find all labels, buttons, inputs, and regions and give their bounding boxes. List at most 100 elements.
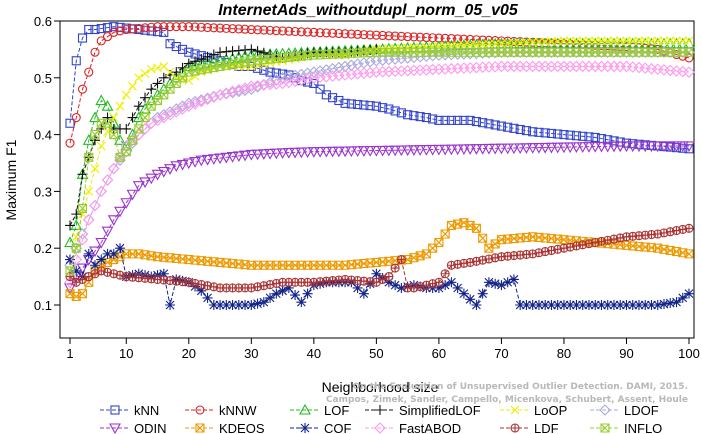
data-point bbox=[527, 300, 538, 310]
data-point bbox=[671, 297, 682, 308]
data-point bbox=[552, 300, 563, 310]
data-point bbox=[133, 101, 144, 112]
data-point bbox=[265, 292, 276, 303]
data-point bbox=[321, 90, 331, 100]
data-point bbox=[253, 25, 263, 35]
data-point bbox=[239, 150, 252, 162]
data-point bbox=[77, 203, 88, 213]
data-point bbox=[265, 25, 275, 35]
data-point bbox=[391, 264, 400, 273]
data-point bbox=[521, 300, 532, 310]
data-point bbox=[396, 31, 406, 41]
data-point bbox=[71, 113, 81, 123]
data-point bbox=[490, 278, 501, 289]
data-point bbox=[457, 144, 470, 156]
data-point bbox=[189, 157, 201, 168]
data-point bbox=[227, 300, 238, 310]
data-point bbox=[90, 24, 100, 35]
data-point bbox=[359, 100, 369, 110]
x-tick-label: 50 bbox=[369, 346, 383, 361]
data-point bbox=[78, 275, 87, 284]
data-point bbox=[326, 62, 339, 75]
data-point bbox=[378, 30, 388, 41]
data-point bbox=[546, 300, 557, 310]
data-point bbox=[121, 123, 132, 134]
data-point bbox=[109, 22, 119, 32]
data-point bbox=[390, 31, 400, 41]
data-point bbox=[195, 95, 208, 108]
data-point bbox=[152, 22, 163, 32]
data-point bbox=[571, 300, 582, 310]
data-point bbox=[115, 26, 125, 36]
data-point bbox=[220, 152, 233, 164]
y-tick-label: 0.1 bbox=[34, 298, 52, 313]
data-point bbox=[108, 248, 119, 259]
data-point bbox=[583, 300, 594, 310]
data-point bbox=[76, 263, 89, 275]
data-point bbox=[190, 56, 201, 67]
data-point bbox=[595, 141, 608, 153]
data-point bbox=[420, 145, 433, 156]
y-tick-label: 0.4 bbox=[34, 128, 52, 143]
data-point bbox=[365, 30, 375, 40]
data-point bbox=[240, 24, 250, 34]
data-point bbox=[177, 44, 188, 54]
data-point bbox=[358, 67, 370, 80]
data-point bbox=[233, 300, 244, 310]
data-point bbox=[551, 142, 564, 154]
data-point bbox=[214, 89, 226, 101]
data-point bbox=[84, 152, 94, 162]
data-point bbox=[384, 272, 393, 281]
data-point bbox=[264, 148, 277, 160]
legend-item-cof: COF bbox=[290, 421, 352, 434]
data-point bbox=[647, 36, 656, 46]
data-point bbox=[102, 112, 113, 123]
data-point bbox=[227, 46, 238, 57]
data-point bbox=[96, 24, 106, 34]
data-point bbox=[364, 146, 377, 157]
data-point bbox=[621, 300, 632, 310]
data-point bbox=[208, 91, 220, 103]
data-point bbox=[477, 288, 488, 299]
data-point bbox=[171, 22, 181, 32]
data-point bbox=[183, 58, 194, 69]
data-point bbox=[646, 300, 657, 310]
data-point bbox=[434, 115, 444, 125]
data-point bbox=[134, 124, 144, 134]
data-point bbox=[246, 44, 257, 55]
data-point bbox=[583, 142, 595, 153]
data-point bbox=[658, 141, 670, 153]
data-point bbox=[382, 145, 395, 157]
data-point bbox=[540, 300, 551, 310]
legend-item-knn: kNN bbox=[100, 403, 159, 418]
data-point bbox=[684, 36, 694, 46]
data-point bbox=[165, 39, 175, 49]
data-point bbox=[151, 114, 164, 127]
data-point bbox=[228, 24, 238, 34]
data-point bbox=[284, 26, 294, 36]
x-tick-label: 1 bbox=[66, 346, 73, 361]
data-point bbox=[190, 22, 200, 32]
y-tick-label: 0.3 bbox=[34, 184, 52, 199]
legend-item-kdeos: KDEOS bbox=[185, 421, 265, 434]
data-point bbox=[77, 33, 88, 43]
data-point bbox=[633, 141, 645, 153]
data-point bbox=[184, 22, 194, 32]
data-point bbox=[302, 288, 313, 299]
data-point bbox=[665, 298, 676, 309]
data-point bbox=[102, 32, 113, 42]
data-point bbox=[315, 84, 325, 94]
watermark-line-1: Campos, Zimek, Sander, Campello, Micenko… bbox=[326, 395, 688, 405]
data-point bbox=[65, 266, 75, 276]
data-point bbox=[132, 181, 145, 192]
data-point bbox=[570, 142, 583, 154]
data-point bbox=[441, 269, 450, 278]
data-point bbox=[459, 34, 469, 44]
data-point bbox=[333, 61, 345, 74]
data-point bbox=[232, 151, 245, 163]
data-point bbox=[295, 68, 308, 81]
data-point bbox=[482, 143, 495, 155]
data-point bbox=[559, 130, 569, 140]
data-point bbox=[109, 130, 119, 140]
data-point bbox=[571, 131, 582, 141]
